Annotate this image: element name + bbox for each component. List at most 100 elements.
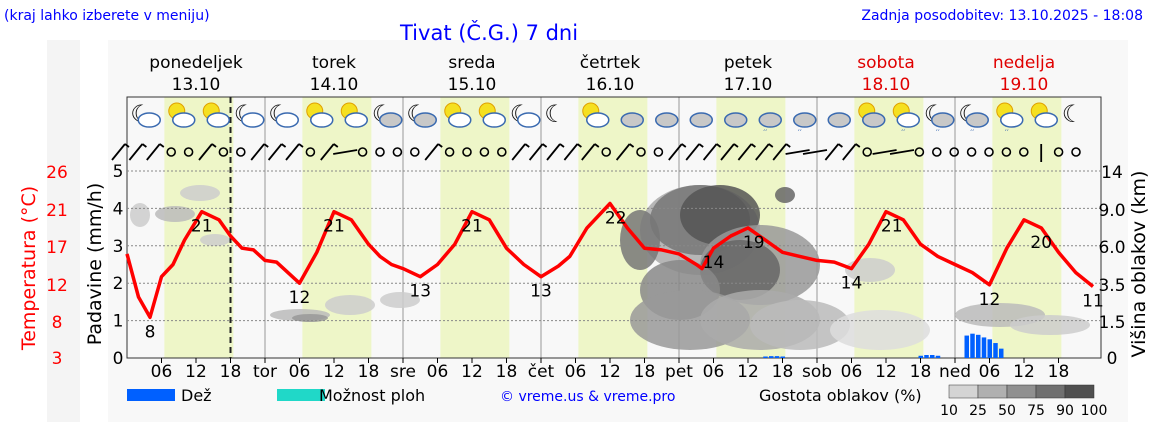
barb <box>559 143 565 148</box>
wind-barb-icon <box>146 143 165 161</box>
x-tick-label: 18 <box>358 362 380 382</box>
sun-cloud-icon <box>202 102 230 128</box>
shaft <box>285 143 300 161</box>
shaft <box>824 143 840 161</box>
calm <box>357 147 368 157</box>
cloud-height-tick: 3.5 <box>1098 276 1125 296</box>
x-tick-label: sre <box>390 362 416 382</box>
day-name: ponedeljek <box>149 53 243 73</box>
shaft <box>320 143 335 161</box>
barb <box>298 143 304 148</box>
temp-tick: 3 <box>52 349 63 369</box>
wind-flat-icon <box>802 149 828 155</box>
x-tick-label: 12 <box>875 362 897 382</box>
rain-bar <box>918 355 923 358</box>
cloud <box>758 112 782 128</box>
day-name: torek <box>312 53 356 73</box>
cloud <box>448 112 472 128</box>
day-date: 15.10 <box>448 75 497 95</box>
wind-barb-icon <box>546 143 565 161</box>
x-tick-label: 06 <box>151 362 173 382</box>
shaft <box>546 143 561 161</box>
precip-tick: 1 <box>113 312 124 332</box>
cloud-icon <box>689 112 713 128</box>
temp-axis-panel <box>47 40 80 422</box>
copyright-link[interactable]: © vreme.us & vreme.pro <box>500 389 675 405</box>
calm <box>931 147 942 157</box>
x-tick-label: 18 <box>634 362 656 382</box>
calm <box>653 147 664 157</box>
wind-calm-icon <box>409 147 420 157</box>
temp-extreme-label: 21 <box>323 217 345 237</box>
shaft <box>511 143 526 161</box>
wind-flat-icon <box>333 149 358 155</box>
barb <box>576 143 582 148</box>
region-hint-link[interactable]: (kraj lahko izberete v meniju) <box>4 8 210 24</box>
barb <box>542 143 548 148</box>
shaft <box>668 143 683 161</box>
calm <box>636 147 646 157</box>
wind-calm-icon <box>653 147 664 157</box>
shaft <box>889 149 915 155</box>
density-tick: 10 <box>940 403 958 419</box>
day-date: 14.10 <box>310 75 359 95</box>
wind-calm-icon <box>1018 147 1029 157</box>
temp-extreme-label: 14 <box>703 253 725 273</box>
moon: ☾ <box>1062 100 1084 128</box>
barb <box>837 143 843 148</box>
shaft <box>702 143 718 161</box>
showers-legend-swatch <box>277 389 325 401</box>
last-updated: Zadnja posodobitev: 13.10.2025 - 18:08 <box>861 8 1143 24</box>
precip-tick: 5 <box>113 162 124 182</box>
cloud-icon <box>724 112 748 128</box>
precip-tick: 3 <box>113 237 124 257</box>
sun-rain-icon: ′′ <box>996 102 1024 139</box>
moon-grey-cloud-icon: ☾ <box>372 100 403 128</box>
temp-extreme-label: 21 <box>461 217 483 237</box>
wind-barb-icon <box>198 143 217 161</box>
calm <box>1053 147 1064 157</box>
wind-barb-icon <box>267 143 287 161</box>
moon-icon: ☾ <box>1062 100 1084 128</box>
cloud <box>517 112 541 128</box>
temp-tick: 17 <box>46 238 68 258</box>
cloud <box>379 112 403 128</box>
rain-bar <box>930 355 935 358</box>
wind-calm-icon <box>183 147 194 157</box>
calm <box>392 147 403 157</box>
wind-barb-icon <box>128 143 147 161</box>
day-date: 18.10 <box>862 75 911 95</box>
cloud-density-area <box>620 210 660 270</box>
shaft <box>128 143 144 161</box>
temperature-line <box>125 201 1095 320</box>
cloud-density-area <box>180 185 220 201</box>
moon-cloud-icon: ☾ <box>234 100 265 128</box>
density-tick: 25 <box>969 403 987 419</box>
barb <box>785 143 791 148</box>
cloud <box>310 112 334 128</box>
cloud-height-axis-label: Višina oblakov (km) <box>1128 171 1150 358</box>
cloud <box>206 112 230 128</box>
moon-cloud-icon: ☾ <box>510 100 541 128</box>
rain-bar <box>981 337 987 358</box>
x-tick-label: 18 <box>496 362 518 382</box>
x-tick-label: ned <box>939 362 971 382</box>
barb <box>263 143 269 148</box>
wind-flat-icon <box>889 149 915 155</box>
wind-calm-icon <box>1001 147 1012 157</box>
cloud-density-legend-label: Gostota oblakov (%) <box>759 386 922 405</box>
x-tick-label: 06 <box>979 362 1001 382</box>
day-date: 17.10 <box>724 75 773 95</box>
cloud <box>137 112 161 128</box>
cloud <box>586 112 610 128</box>
wind-barb-icon <box>772 143 791 161</box>
sun-cloud-icon <box>306 102 334 128</box>
calm <box>496 147 507 157</box>
barb <box>855 143 861 148</box>
wind-calm-icon <box>218 147 229 157</box>
rain-legend-swatch <box>127 389 175 401</box>
cloud-density-area <box>750 300 850 350</box>
x-tick-label: 18 <box>220 362 242 382</box>
wind-barb-icon <box>285 143 304 161</box>
x-tick-label: čet <box>528 362 555 382</box>
